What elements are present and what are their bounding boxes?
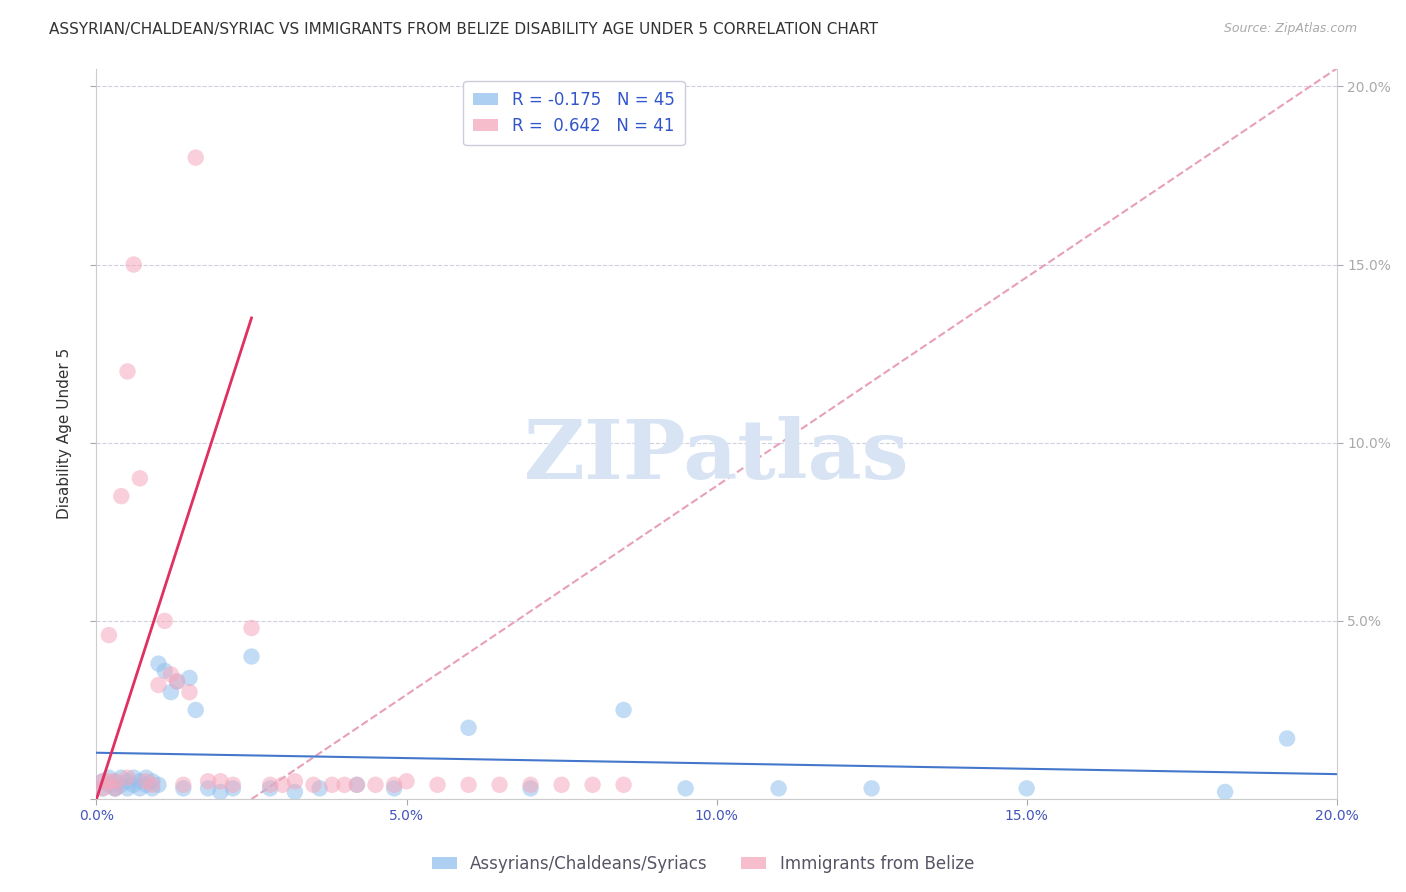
Point (117, 774, 139, 789)
Point (179, 685, 201, 699)
Point (110, 771, 132, 785)
Point (117, 781, 139, 796)
Point (122, 771, 145, 785)
Point (209, 785, 232, 799)
Point (160, 667, 183, 681)
Text: Source: ZipAtlas.com: Source: ZipAtlas.com (1223, 22, 1357, 36)
Point (148, 657, 170, 671)
Point (519, 781, 541, 796)
Point (110, 489, 132, 503)
Point (197, 781, 219, 796)
Point (259, 781, 281, 796)
Point (97, 771, 120, 785)
Point (613, 778, 636, 792)
Point (104, 781, 127, 796)
Point (550, 778, 572, 792)
Point (141, 781, 163, 796)
Text: ZIPatlas: ZIPatlas (524, 416, 910, 496)
Point (457, 721, 479, 735)
Point (426, 778, 449, 792)
Point (117, 771, 139, 785)
Point (91, 774, 114, 789)
Point (179, 671, 201, 685)
Point (135, 778, 157, 792)
Point (104, 781, 127, 796)
Point (104, 774, 127, 789)
Point (613, 703, 636, 717)
Point (160, 685, 183, 699)
Point (104, 781, 127, 796)
Point (222, 778, 245, 792)
Point (1275, 731, 1298, 746)
Point (240, 621, 263, 635)
Legend: Assyrians/Chaldeans/Syriacs, Immigrants from Belize: Assyrians/Chaldeans/Syriacs, Immigrants … (426, 848, 980, 880)
Point (768, 781, 790, 796)
Point (333, 778, 356, 792)
Point (222, 781, 245, 796)
Point (166, 674, 188, 689)
Point (346, 778, 368, 792)
Point (166, 674, 188, 689)
Point (308, 781, 330, 796)
Point (488, 778, 510, 792)
Point (184, 151, 207, 165)
Point (128, 471, 150, 485)
Point (172, 781, 194, 796)
Point (97, 778, 120, 792)
Point (104, 774, 127, 789)
Point (1015, 781, 1038, 796)
Point (91, 774, 114, 789)
Point (122, 778, 145, 792)
Point (860, 781, 883, 796)
Legend: R = -0.175   N = 45, R =  0.642   N = 41: R = -0.175 N = 45, R = 0.642 N = 41 (464, 80, 685, 145)
Point (284, 774, 307, 789)
Point (519, 778, 541, 792)
Point (141, 778, 163, 792)
Point (209, 774, 232, 789)
Point (97, 774, 120, 789)
Point (172, 778, 194, 792)
Point (321, 778, 343, 792)
Point (117, 364, 139, 378)
Point (135, 771, 157, 785)
Point (128, 774, 150, 789)
Point (675, 781, 697, 796)
Point (97, 628, 120, 642)
Point (110, 778, 132, 792)
Point (91, 781, 114, 796)
Point (395, 774, 418, 789)
Text: ASSYRIAN/CHALDEAN/SYRIAC VS IMMIGRANTS FROM BELIZE DISABILITY AGE UNDER 5 CORREL: ASSYRIAN/CHALDEAN/SYRIAC VS IMMIGRANTS F… (49, 22, 879, 37)
Point (153, 614, 176, 628)
Point (259, 778, 281, 792)
Point (122, 258, 145, 272)
Y-axis label: Disability Age Under 5: Disability Age Under 5 (58, 348, 72, 519)
Point (91, 781, 114, 796)
Point (128, 781, 150, 796)
Point (382, 778, 405, 792)
Point (271, 778, 294, 792)
Point (153, 664, 176, 678)
Point (135, 774, 157, 789)
Point (457, 778, 479, 792)
Point (346, 778, 368, 792)
Point (284, 785, 307, 799)
Point (240, 649, 263, 664)
Point (382, 781, 405, 796)
Point (148, 678, 170, 692)
Point (141, 774, 163, 789)
Point (364, 778, 387, 792)
Point (1213, 785, 1236, 799)
Point (148, 778, 170, 792)
Point (581, 778, 603, 792)
Point (184, 703, 207, 717)
Point (302, 778, 325, 792)
Point (197, 774, 219, 789)
